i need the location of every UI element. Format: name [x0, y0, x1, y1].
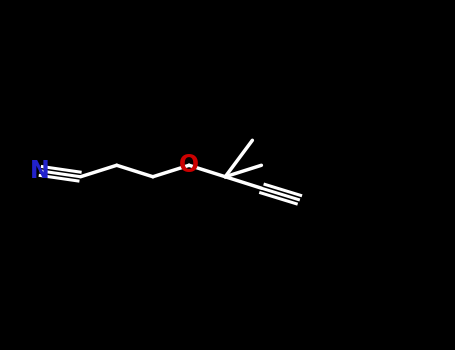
Text: O: O	[179, 153, 199, 177]
Text: N: N	[30, 159, 50, 183]
